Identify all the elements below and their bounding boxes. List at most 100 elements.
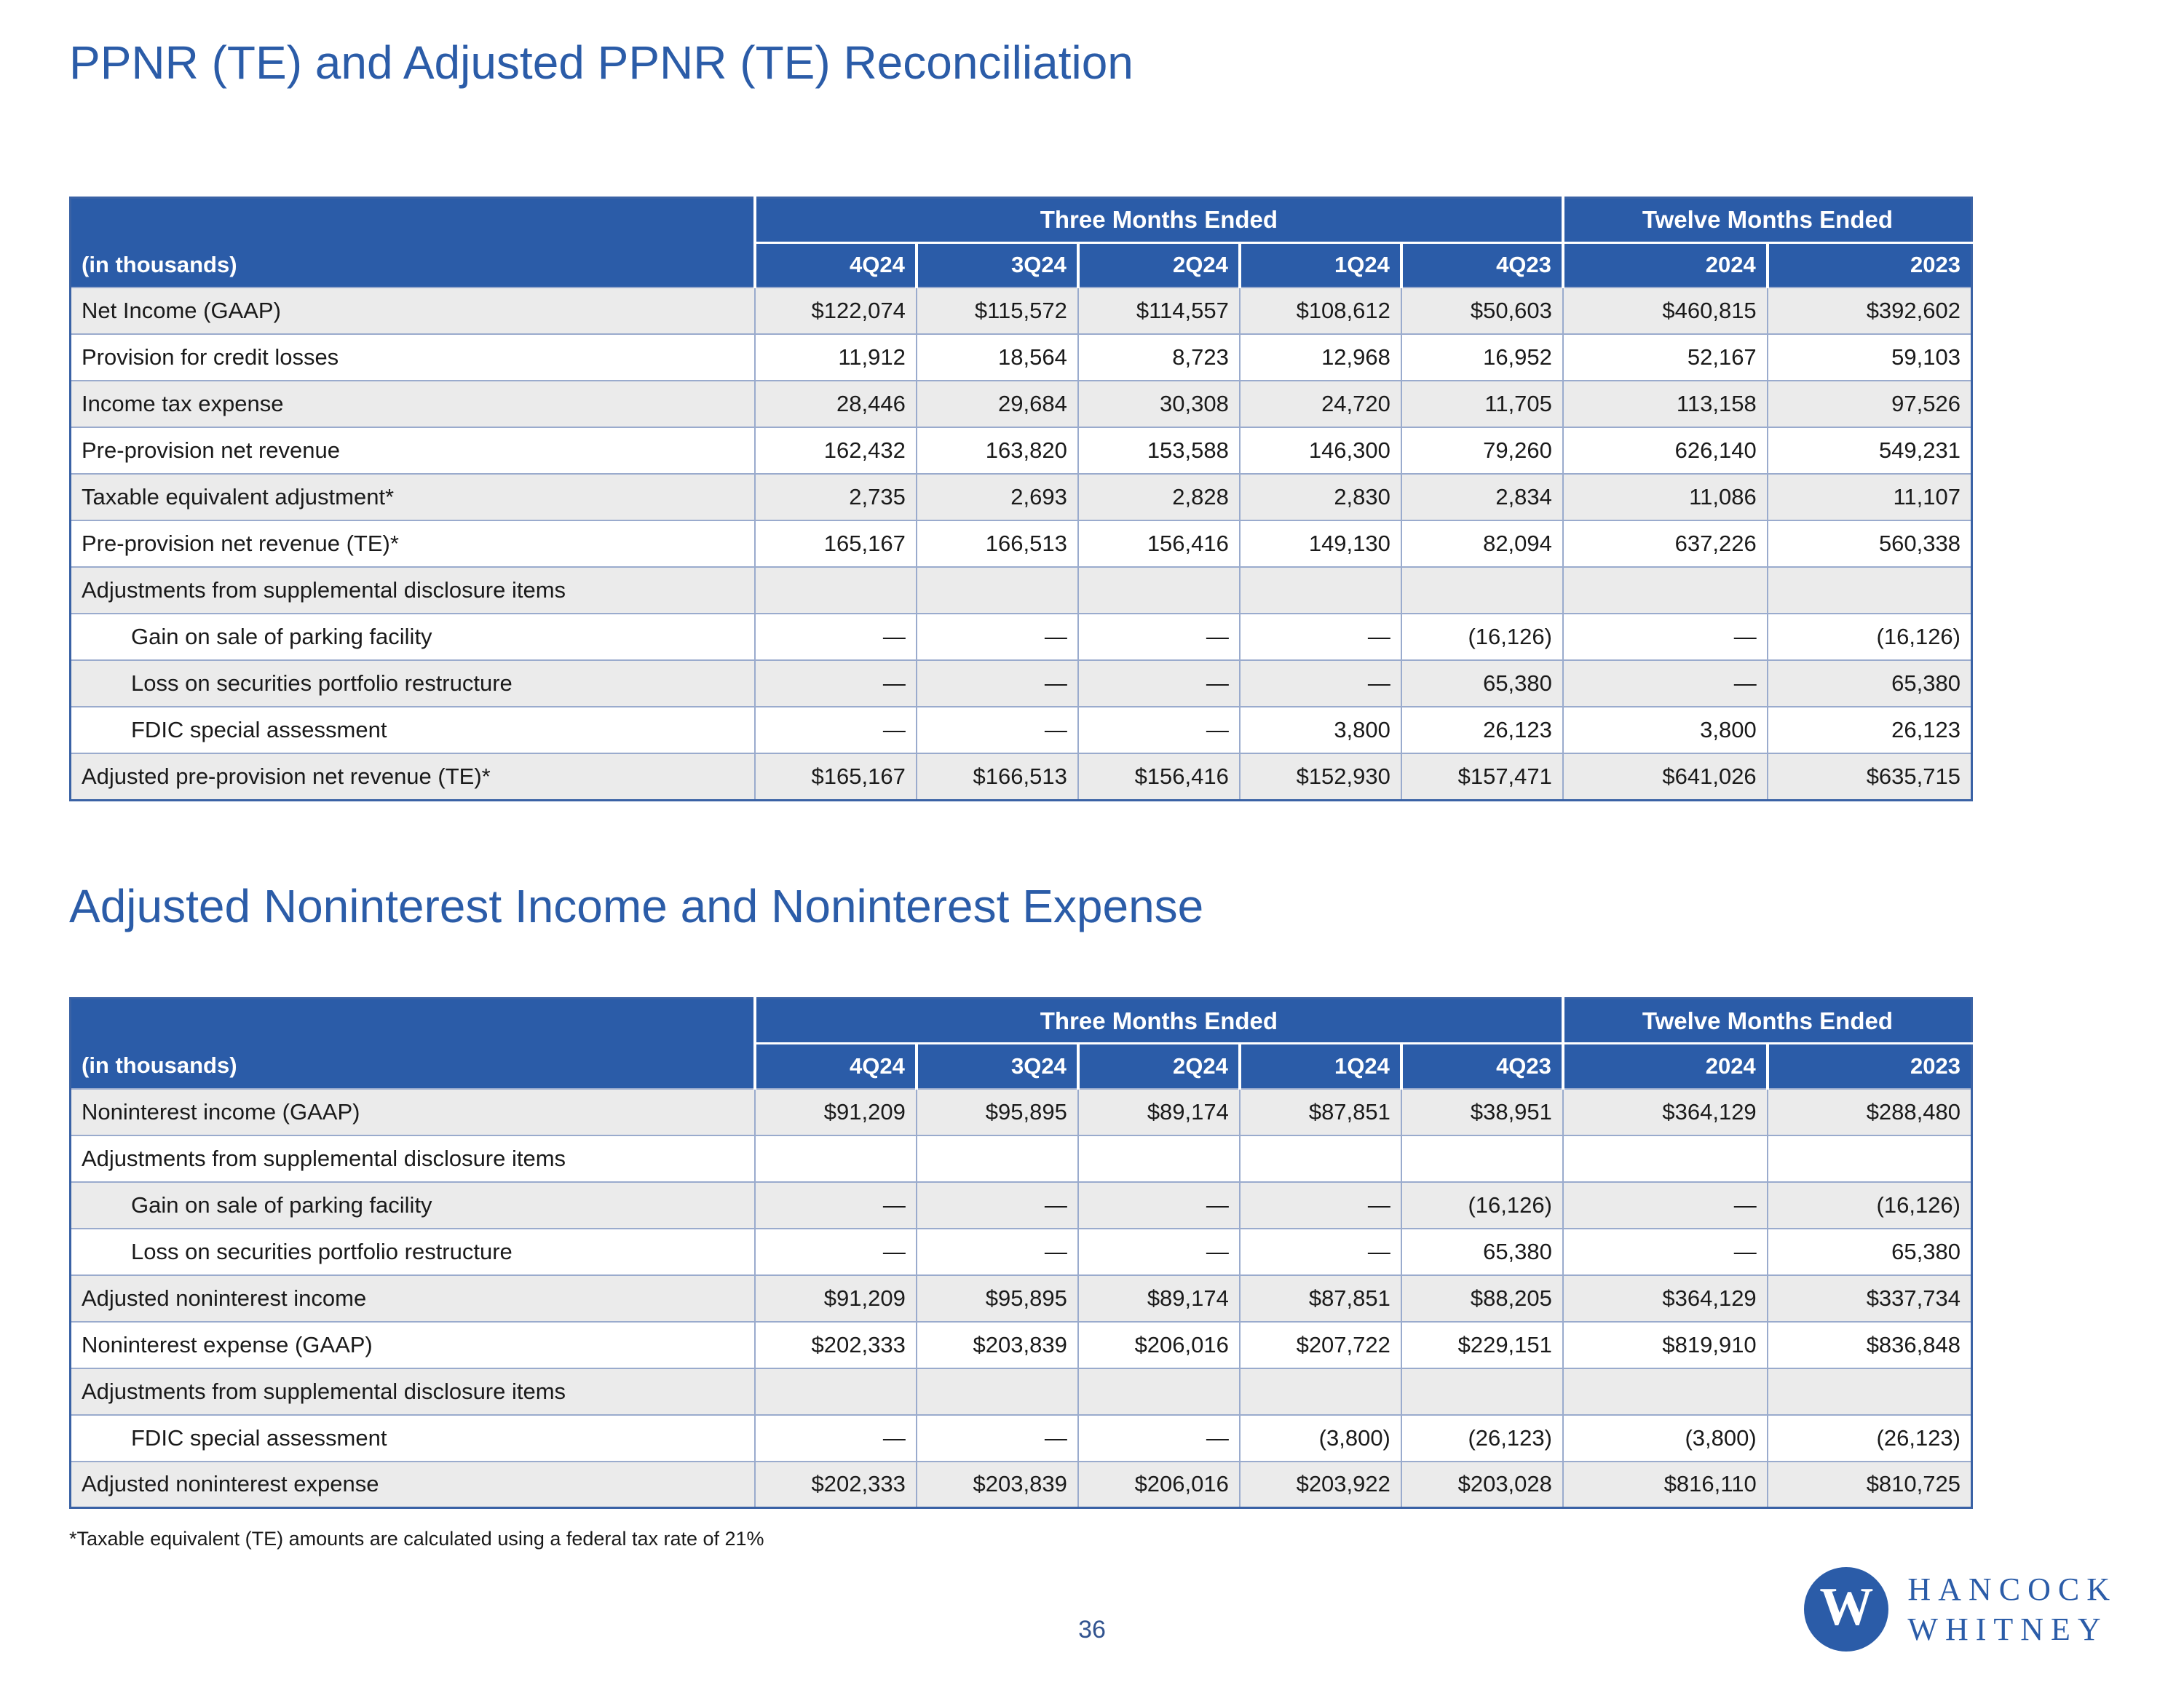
- value-cell: (26,123): [1766, 1414, 1973, 1462]
- value-cell: 11,107: [1766, 473, 1973, 522]
- period-header-cell: 2Q24: [1076, 242, 1240, 288]
- table-row: Net Income (GAAP) $122,074 $115,572 $114,55…: [69, 287, 1973, 336]
- value-cell: —: [1562, 613, 1768, 662]
- value-cell: —: [753, 706, 917, 755]
- value-cell: 626,140: [1562, 427, 1768, 475]
- value-cell: [915, 1134, 1079, 1183]
- value-cell: (16,126): [1766, 1181, 1973, 1229]
- period-header-cell: 3Q24: [914, 242, 1078, 288]
- value-cell: 12,968: [1238, 333, 1402, 382]
- period-header-cell: 2024: [1561, 242, 1768, 288]
- row-label-cell: FDIC special assessment: [69, 706, 756, 755]
- value-cell: (16,126): [1766, 613, 1973, 662]
- value-cell: 28,446: [753, 380, 917, 429]
- table-column-header-row: (in thousands) 4Q24 3Q24 2Q24 1Q24 4Q23 2024 20…: [70, 1043, 1972, 1089]
- value-cell: 149,130: [1238, 520, 1402, 568]
- value-cell: —: [1077, 613, 1241, 662]
- value-cell: $108,612: [1238, 287, 1402, 336]
- value-cell: $836,848: [1766, 1320, 1973, 1369]
- row-label-cell: Net Income (GAAP): [69, 287, 756, 336]
- value-cell: $95,895: [915, 1274, 1079, 1323]
- value-cell: $95,895: [915, 1087, 1079, 1136]
- period-header-cell: 2Q24: [1076, 1043, 1240, 1089]
- value-cell: 18,564: [915, 333, 1079, 382]
- row-label-cell: Loss on securities portfolio restructure: [69, 1227, 756, 1276]
- value-cell: 65,380: [1766, 1227, 1973, 1276]
- value-cell: —: [915, 1227, 1079, 1276]
- logo-line-hancock: HANCOCK: [1907, 1571, 2117, 1607]
- value-cell: $50,603: [1400, 287, 1564, 336]
- value-cell: $288,480: [1766, 1087, 1973, 1136]
- value-cell: 163,820: [915, 427, 1079, 475]
- period-header-cell: 3Q24: [914, 1043, 1078, 1089]
- table-row: Taxable equivalent adjustment* 2,735 2,693…: [69, 473, 1973, 522]
- value-cell: [753, 1134, 917, 1183]
- table-row: Pre-provision net revenue 162,432 163,820 1…: [69, 427, 1973, 475]
- value-cell: —: [753, 1227, 917, 1276]
- value-cell: [1766, 1134, 1973, 1183]
- table-row: Adjustments from supplemental disclosure…: [69, 1367, 1973, 1416]
- value-cell: $156,416: [1077, 753, 1241, 801]
- group-header-cell: Three Months Ended: [753, 197, 1563, 244]
- group-header-cell: [70, 998, 755, 1044]
- logo-w-icon: W: [1804, 1567, 1889, 1652]
- value-cell: $202,333: [753, 1460, 917, 1509]
- value-cell: 30,308: [1077, 380, 1241, 429]
- value-cell: [1562, 1367, 1768, 1416]
- value-cell: 560,338: [1766, 520, 1973, 568]
- value-cell: (3,800): [1562, 1414, 1768, 1462]
- value-cell: $165,167: [753, 753, 917, 801]
- table-row: FDIC special assessment — — —3,800 26,123 3,8…: [69, 706, 1973, 755]
- value-cell: (16,126): [1400, 613, 1564, 662]
- value-cell: 2,693: [915, 473, 1079, 522]
- table-row: Noninterest income (GAAP) $91,209 $95,895 $…: [69, 1087, 1973, 1136]
- value-cell: —: [753, 1414, 917, 1462]
- value-cell: —: [915, 706, 1079, 755]
- value-cell: [1238, 1367, 1402, 1416]
- value-cell: $87,851: [1238, 1274, 1402, 1323]
- value-cell: [915, 1367, 1079, 1416]
- value-cell: $115,572: [915, 287, 1079, 336]
- value-cell: —: [1562, 659, 1768, 708]
- value-cell: 65,380: [1400, 659, 1564, 708]
- value-cell: (3,800): [1238, 1414, 1402, 1462]
- table-group-header-row: Three Months Ended Twelve Months Ended: [70, 998, 1972, 1045]
- value-cell: $635,715: [1766, 753, 1973, 801]
- table-row: Loss on securities portfolio restructure…: [69, 1227, 1973, 1276]
- group-header-cell: [70, 197, 755, 243]
- value-cell: $203,839: [915, 1320, 1079, 1369]
- value-cell: [1077, 1134, 1241, 1183]
- logo-wordmark: HANCOCK WHITNEY: [1907, 1569, 2117, 1649]
- value-cell: 24,720: [1238, 380, 1402, 429]
- value-cell: 97,526: [1766, 380, 1973, 429]
- hancock-whitney-logo: W HANCOCK WHITNEY: [1804, 1567, 2117, 1652]
- value-cell: 26,123: [1400, 706, 1564, 755]
- period-header-cell: 4Q23: [1399, 242, 1563, 288]
- value-cell: 2,830: [1238, 473, 1402, 522]
- value-cell: 16,952: [1400, 333, 1564, 382]
- row-label-cell: Adjustments from supplemental disclosure…: [69, 1134, 756, 1183]
- value-cell: 637,226: [1562, 520, 1768, 568]
- value-cell: [1400, 1134, 1564, 1183]
- value-cell: —: [1562, 1227, 1768, 1276]
- value-cell: $114,557: [1077, 287, 1241, 336]
- value-cell: 82,094: [1400, 520, 1564, 568]
- value-cell: $91,209: [753, 1087, 917, 1136]
- value-cell: 165,167: [753, 520, 917, 568]
- row-label-cell: Noninterest expense (GAAP): [69, 1320, 756, 1369]
- units-header-cell: (in thousands): [70, 242, 755, 288]
- period-header-cell: 4Q23: [1399, 1043, 1563, 1089]
- table-row: Gain on sale of parking facility — — — — (16,…: [69, 613, 1973, 662]
- value-cell: —: [1077, 1227, 1241, 1276]
- value-cell: [1766, 1367, 1973, 1416]
- value-cell: $337,734: [1766, 1274, 1973, 1323]
- value-cell: [1562, 566, 1768, 615]
- value-cell: —: [1077, 1414, 1241, 1462]
- value-cell: 11,086: [1562, 473, 1768, 522]
- value-cell: $229,151: [1400, 1320, 1564, 1369]
- value-cell: —: [1077, 659, 1241, 708]
- table-group-header-row: Three Months Ended Twelve Months Ended: [70, 197, 1972, 244]
- noninterest-income-expense-table: Three Months Ended Twelve Months Ended (in…: [69, 997, 1973, 1510]
- row-label-cell: Adjusted pre-provision net revenue (TE)*: [69, 753, 756, 801]
